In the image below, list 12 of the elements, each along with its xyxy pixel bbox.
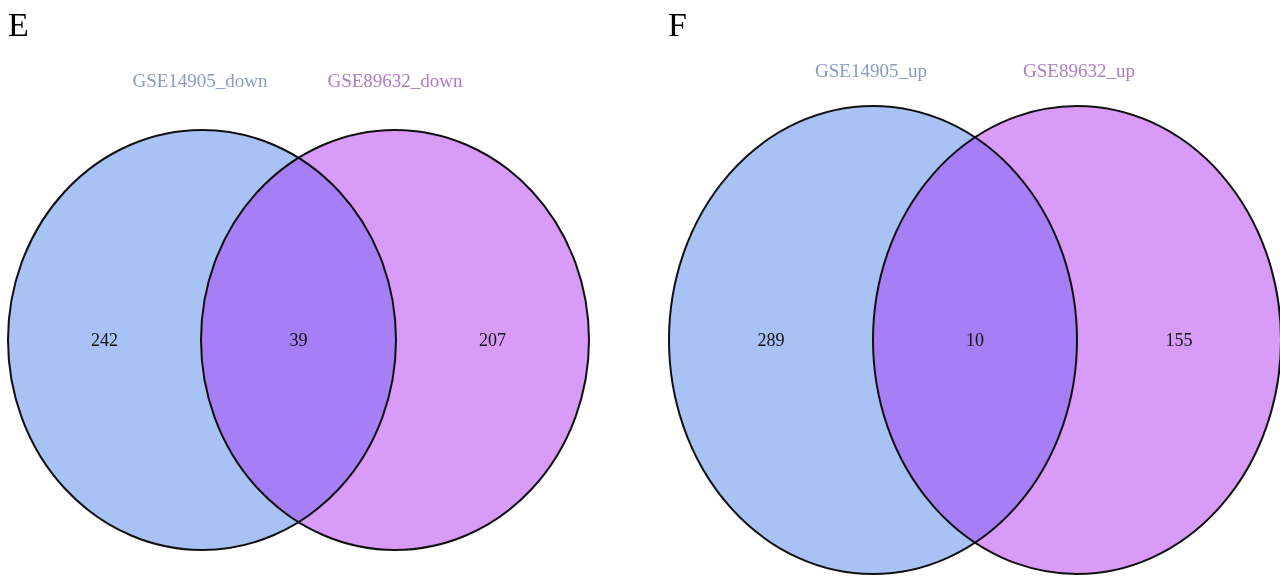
data-label: 10 bbox=[966, 330, 984, 350]
category-label: GSE89632_up bbox=[1023, 60, 1135, 81]
text: E bbox=[8, 6, 29, 43]
text: F bbox=[668, 6, 687, 43]
data-label: 289 bbox=[757, 330, 785, 350]
category-label: GSE89632_down bbox=[327, 70, 464, 91]
data-label: 207 bbox=[479, 330, 506, 350]
data-label: 39 bbox=[289, 330, 308, 350]
data-label: 242 bbox=[91, 330, 118, 350]
category-label: GSE14905_down bbox=[132, 70, 269, 91]
category-label: GSE14905_up bbox=[815, 60, 927, 81]
data-label: 155 bbox=[1165, 330, 1193, 350]
